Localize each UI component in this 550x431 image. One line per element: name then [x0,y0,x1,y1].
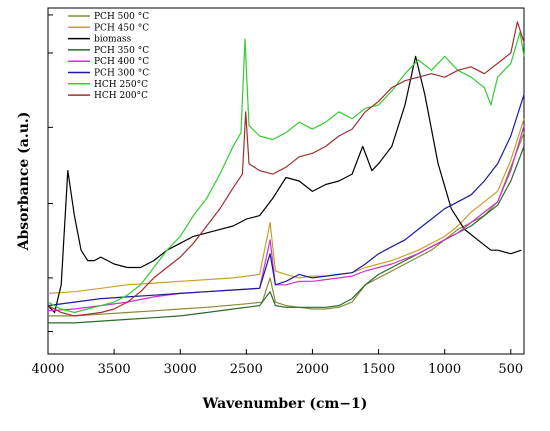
legend-label: biomass [94,35,132,45]
x-tick-label: 3500 [98,362,131,377]
x-tick-label: 500 [498,362,523,377]
legend-label: HCH 200°C [94,91,148,101]
plot-frame [47,7,525,355]
x-tick-label: 3000 [164,362,197,377]
series-line-0 [48,132,525,317]
y-axis-title: Absorbance (a.u.) [16,112,32,252]
x-axis: 4000 3500 3000 2500 2000 1500 1000 500 [31,349,523,377]
x-tick-label: 4000 [31,362,64,377]
legend-label: HCH 250°C [94,80,148,90]
series-line-6 [47,31,525,314]
y-axis [48,14,53,333]
x-tick-label: 1000 [428,362,461,377]
legend-label: PCH 350 °C [94,46,149,56]
x-tick-label: 2500 [230,362,263,377]
series-line-5 [47,94,525,307]
legend-label: PCH 500 °C [94,12,149,22]
legend-label: PCH 300 °C [94,69,149,79]
series-lines [47,21,525,324]
series-line-3 [48,146,525,324]
legend-label: PCH 400 °C [94,57,149,67]
legend-label: PCH 450 °C [94,23,149,33]
x-tick-label: 1500 [362,362,395,377]
series-line-1 [47,118,525,294]
series-line-7 [47,21,525,317]
series-line-4 [47,125,525,312]
x-axis-title: Wavenumber (cm−1) [202,396,368,412]
series-line-2 [47,55,522,314]
x-tick-label: 2000 [296,362,329,377]
